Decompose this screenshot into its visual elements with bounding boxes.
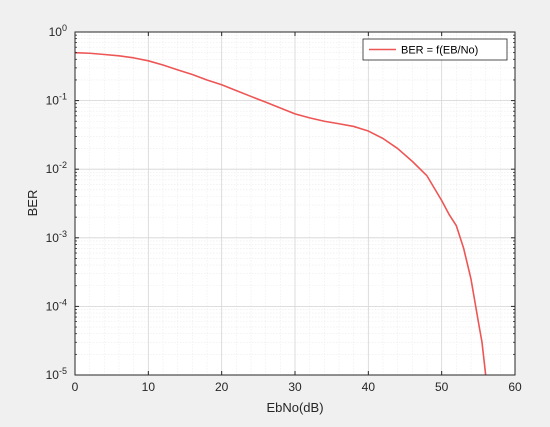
legend: BER = f(EB/No) xyxy=(362,38,508,61)
x-tick-label: 20 xyxy=(215,380,229,394)
x-tick-label: 60 xyxy=(508,380,522,394)
x-tick-label: 50 xyxy=(435,380,449,394)
y-tick-label: 10-4 xyxy=(46,297,67,313)
major-grid xyxy=(75,32,515,375)
y-tick-label: 10-3 xyxy=(46,229,67,245)
x-tick-labels: 0 10 20 30 40 50 60 xyxy=(72,380,522,394)
x-axis-label: EbNo(dB) xyxy=(266,400,323,415)
x-tick-label: 30 xyxy=(288,380,302,394)
y-tick-label: 100 xyxy=(49,23,67,39)
x-tick-label: 40 xyxy=(362,380,376,394)
y-tick-label: 10-1 xyxy=(46,92,67,108)
y-tick-labels: 100 10-1 10-2 10-3 10-4 10-5 xyxy=(46,23,67,382)
x-tick-label: 10 xyxy=(142,380,156,394)
y-tick-label: 10-5 xyxy=(46,366,67,382)
legend-label: BER = f(EB/No) xyxy=(401,45,478,57)
axis-ticks xyxy=(74,31,516,376)
legend-box xyxy=(362,38,508,61)
ber-curve xyxy=(74,51,487,376)
y-tick-label: 10-2 xyxy=(46,160,67,176)
y-axis-label: BER xyxy=(25,190,40,217)
series-layer xyxy=(74,51,487,376)
x-tick-label: 0 xyxy=(72,380,79,394)
